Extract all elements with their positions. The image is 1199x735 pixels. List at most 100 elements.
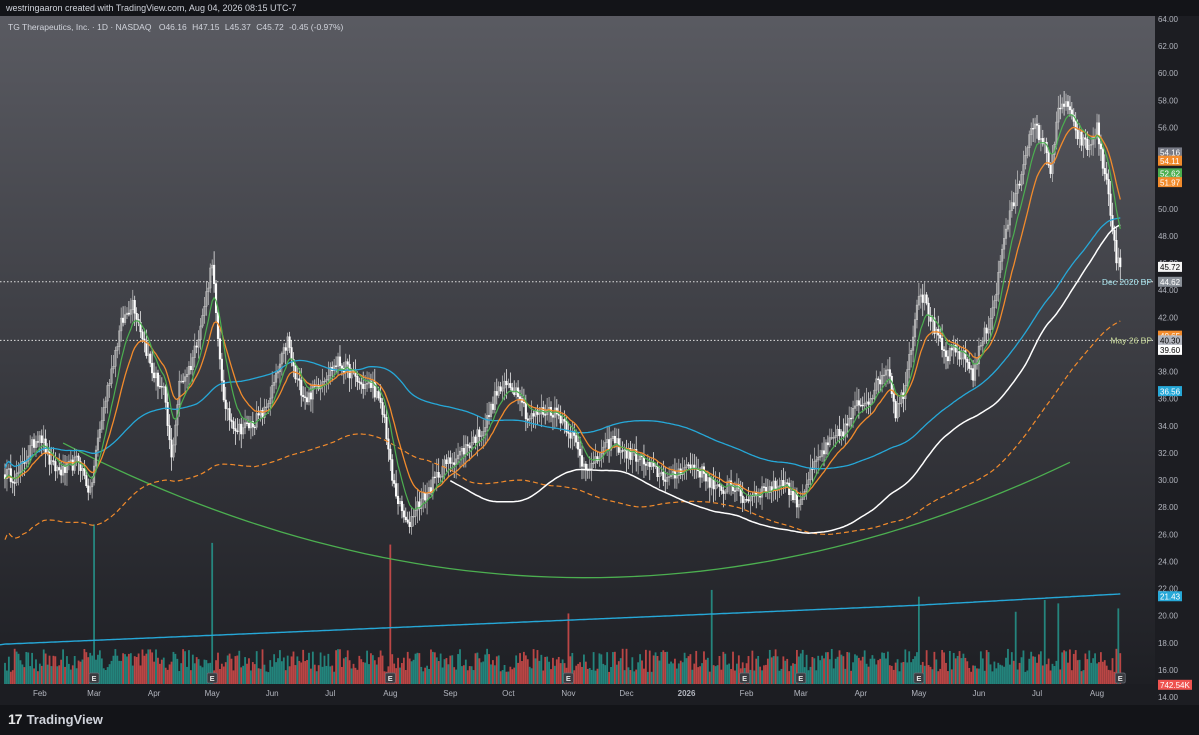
candle-body [489, 403, 493, 417]
candle-body [677, 468, 680, 477]
volume-bar [170, 661, 173, 684]
candle-body [644, 463, 647, 466]
candle-body [400, 501, 403, 512]
volume-bar [832, 668, 835, 684]
volume-bar [848, 652, 851, 684]
candle-body [408, 521, 411, 527]
candle-body [1028, 134, 1031, 149]
volume-bar [232, 670, 235, 684]
candle-body [1076, 129, 1079, 140]
candle-body [195, 345, 198, 348]
volume-bar [799, 653, 802, 684]
volume-bar [294, 665, 297, 684]
y-tick-label: 44.00 [1158, 286, 1179, 295]
earnings-icon [913, 672, 925, 684]
candle-body [427, 487, 431, 495]
volume-bar [304, 661, 307, 684]
volume-bar [168, 664, 171, 684]
candle-body [625, 449, 628, 459]
candle-body [398, 501, 402, 504]
volume-bar [201, 667, 204, 684]
volume-bar [164, 667, 167, 684]
volume-bar [621, 648, 624, 684]
price-chart[interactable]: Dec 2020 BP May 26 BP E E E E E E E E 64.00 62.00… [0, 0, 1199, 705]
candle-body [650, 462, 653, 468]
candle-body [302, 395, 305, 398]
candle-body [414, 509, 417, 517]
candle-body [619, 450, 622, 453]
candle-body [282, 347, 285, 354]
candle-body [288, 336, 291, 348]
volume-bar [261, 649, 264, 684]
volume-bar [968, 667, 971, 684]
volume-bar [553, 665, 556, 684]
volume-bar [817, 655, 820, 684]
candle-body [406, 519, 409, 523]
volume-bar [908, 651, 911, 684]
candle-body [579, 448, 582, 456]
volume-bar [354, 667, 357, 684]
volume-bar [596, 668, 599, 684]
volume-bar [1016, 669, 1019, 684]
candle-body [9, 468, 12, 482]
candle-body [416, 501, 419, 511]
ma-white [449, 224, 1121, 534]
candle-body [29, 445, 32, 457]
price-axis[interactable] [1155, 16, 1199, 705]
candle-body [997, 272, 1000, 295]
volume-bar [275, 662, 277, 684]
volume-bar [348, 660, 351, 684]
y-tick-label: 36.00 [1158, 395, 1179, 404]
volume-bar [13, 648, 16, 684]
volume-bar [1101, 661, 1104, 684]
volume-bar [1086, 659, 1089, 684]
candle-body [915, 304, 919, 320]
volume-bar [6, 670, 8, 684]
volume-bar [788, 671, 791, 684]
candle-body [1003, 238, 1006, 250]
candle-body [894, 401, 897, 419]
candle-body [898, 402, 901, 405]
volume-bar [433, 652, 436, 684]
volume-bar [224, 662, 227, 684]
candle-body [472, 436, 475, 443]
volume-bar [1063, 650, 1066, 684]
candle-body [480, 435, 483, 437]
earnings-letter: E [388, 674, 393, 683]
volume-bar [555, 659, 558, 684]
tradingview-brand[interactable]: 17 TradingView [8, 711, 103, 727]
candle-body [154, 372, 158, 379]
candle-body [32, 439, 36, 448]
volume-bar [267, 672, 270, 684]
volume-bar [133, 656, 136, 684]
time-axis[interactable] [0, 684, 1155, 705]
candle-body [63, 466, 67, 473]
candle-body [700, 466, 704, 478]
candle-body [1107, 179, 1110, 195]
volume-bar [627, 667, 630, 684]
volume-bar [610, 666, 612, 684]
candle-body [509, 383, 512, 388]
volume-bar [108, 664, 111, 684]
candle-body [712, 479, 715, 490]
volume-bar [987, 652, 990, 684]
volume-bar [1072, 653, 1075, 684]
candle-body [296, 378, 299, 380]
candle-body [596, 456, 599, 462]
candle-body [172, 444, 175, 458]
volume-bar [412, 659, 415, 684]
volume-bar [1117, 608, 1120, 684]
candle-body [977, 345, 980, 365]
candle-body [716, 484, 719, 486]
volume-bar [699, 666, 701, 684]
volume-bar [1065, 651, 1067, 684]
volume-bar [945, 662, 947, 684]
volume-bar [453, 667, 456, 684]
price-tag-bg [1158, 335, 1182, 346]
price-tag-label: 52.62 [1160, 170, 1181, 179]
volume-bar [875, 664, 878, 684]
volume-bar [27, 652, 30, 684]
volume-bar [441, 667, 444, 684]
candle-body [317, 384, 320, 390]
volume-bar [999, 664, 1002, 684]
